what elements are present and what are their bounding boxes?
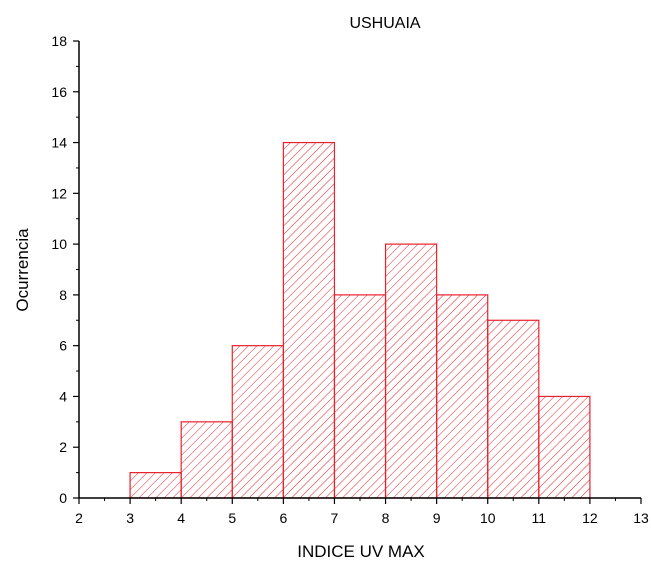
- x-tick-label: 12: [582, 510, 598, 526]
- x-tick-label: 3: [126, 510, 134, 526]
- y-tick-label: 18: [51, 33, 67, 49]
- histogram-bar-11-12: [538, 395, 591, 499]
- y-tick-label: 16: [51, 84, 67, 100]
- histogram-bar-3-4: [129, 472, 182, 499]
- histogram-bar-8-9: [384, 243, 438, 499]
- x-tick-label: 4: [177, 510, 185, 526]
- chart-title: USHUAIA: [349, 15, 420, 32]
- histogram-bar-9-10: [436, 294, 489, 499]
- x-tick-label: 7: [331, 510, 339, 526]
- x-tick-label: 10: [480, 510, 496, 526]
- histogram-bar-6-7: [282, 141, 336, 499]
- histogram-bar-5-6: [231, 345, 284, 499]
- x-tick-label: 11: [532, 510, 547, 526]
- y-tick-label: 2: [59, 439, 67, 455]
- y-tick-label: 4: [59, 388, 67, 404]
- y-tick-label: 6: [59, 338, 67, 354]
- histogram-bar-4-5: [180, 421, 233, 499]
- y-axis-label: Ocurrencia: [13, 228, 32, 312]
- y-tick-label: 14: [51, 135, 67, 151]
- x-tick-label: 5: [228, 510, 236, 526]
- x-tick-label: 8: [382, 510, 390, 526]
- y-tick-label: 8: [59, 287, 67, 303]
- histogram-bar-10-11: [487, 319, 540, 499]
- x-axis-label: INDICE UV MAX: [297, 542, 425, 561]
- x-tick-label: 13: [633, 510, 649, 526]
- y-tick-label: 0: [59, 490, 67, 506]
- bars-group: [129, 141, 591, 499]
- histogram-bar-7-8: [333, 294, 387, 499]
- y-tick-label: 12: [51, 185, 67, 201]
- y-tick-label: 10: [51, 236, 67, 252]
- x-tick-label: 9: [433, 510, 441, 526]
- x-tick-label: 6: [279, 510, 287, 526]
- x-tick-label: 2: [75, 510, 83, 526]
